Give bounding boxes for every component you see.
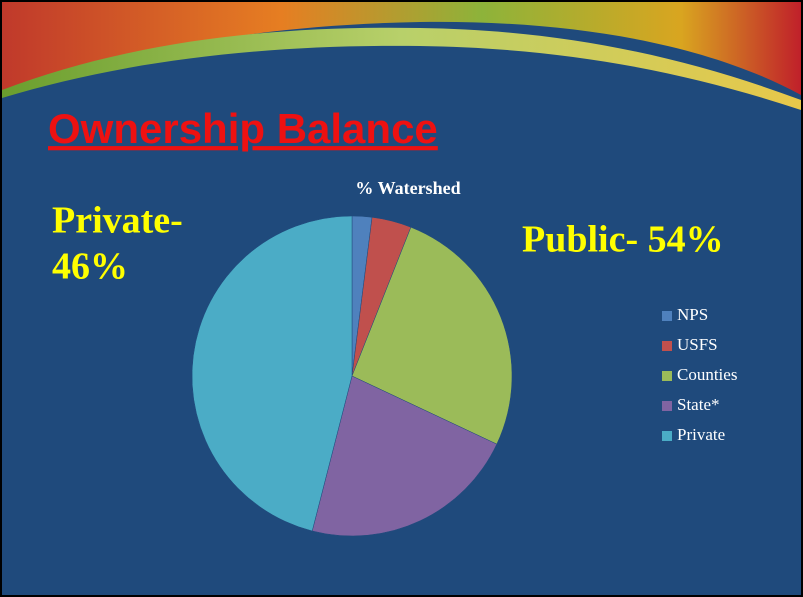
legend-label: USFS — [677, 335, 718, 354]
header-swoosh-accent — [2, 27, 801, 110]
slide-title: Ownership Balance — [48, 105, 438, 152]
annotation: Public- 54% — [522, 219, 724, 261]
legend-swatch — [662, 431, 672, 441]
legend-swatch — [662, 371, 672, 381]
pie-slice — [351, 226, 513, 445]
legend-label: NPS — [677, 305, 708, 324]
header-swoosh — [2, 2, 801, 95]
legend-swatch — [662, 311, 672, 321]
legend-label: Private — [677, 425, 725, 444]
pie-slice — [311, 375, 498, 537]
pie-slice — [191, 215, 353, 532]
legend-label: Counties — [677, 365, 737, 384]
legend-swatch — [662, 341, 672, 351]
legend-label: State* — [677, 395, 720, 414]
annotation: 46% — [52, 246, 128, 288]
chart-title: % Watershed — [355, 178, 460, 198]
legend-swatch — [662, 401, 672, 411]
annotation: Private- — [52, 200, 183, 242]
